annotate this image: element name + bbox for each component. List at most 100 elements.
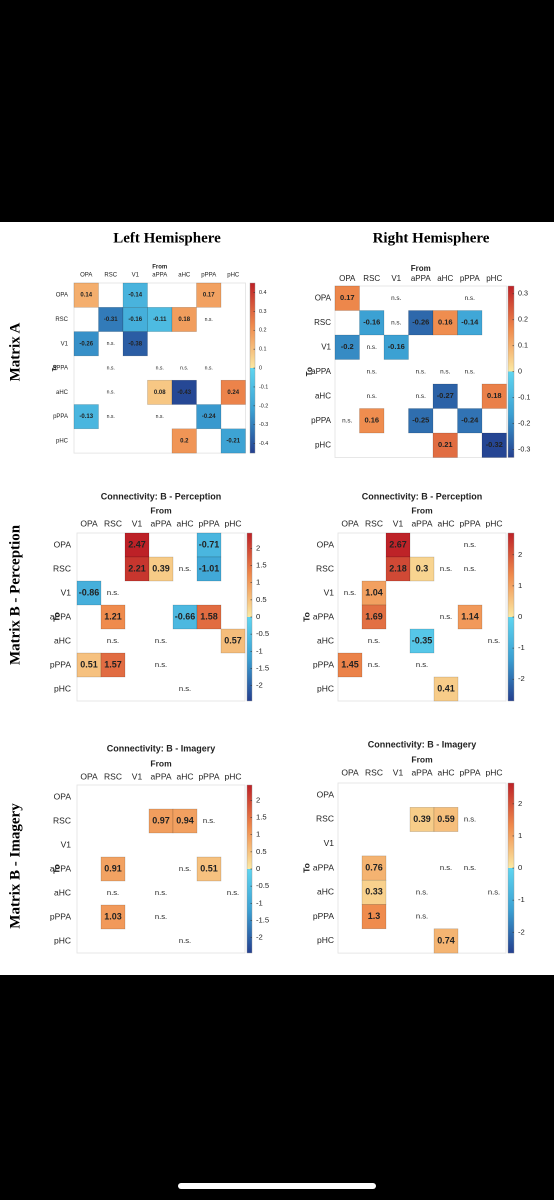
colorbar-tick-label: 2 (256, 543, 260, 552)
cell-label: 0.94 (176, 815, 194, 825)
heatmap-cell (76, 652, 102, 678)
y-axis-label: To (301, 612, 311, 622)
y-tick-label: pPPA (311, 416, 332, 425)
heatmap-cell (100, 856, 126, 882)
y-tick-label: pHC (54, 683, 71, 693)
heatmap-cell (171, 428, 197, 454)
cell-label: n.s. (391, 295, 401, 302)
x-axis-label: From (411, 505, 433, 515)
y-tick-label: V1 (61, 341, 69, 347)
cell-label: n.s. (488, 636, 500, 645)
x-tick-label: pPPA (459, 518, 480, 528)
column-title: Left Hemisphere (113, 230, 221, 246)
cell-label: 0.2 (180, 439, 189, 445)
cell-label: 0.91 (104, 863, 122, 873)
heatmap-cell (100, 652, 126, 678)
heatmap-cell (196, 532, 222, 558)
plot-frame (73, 282, 246, 454)
heatmap-cell (148, 808, 174, 834)
x-tick-label: pPPA (460, 274, 481, 283)
y-tick-label: RSC (55, 317, 68, 323)
heatmap-cell (196, 604, 222, 630)
plot-frame (76, 784, 246, 954)
x-tick-label: pPPA (459, 767, 480, 777)
colorbar-tick-label: 2 (256, 795, 260, 804)
y-axis-label: To (51, 864, 61, 874)
cell-label: n.s. (179, 564, 191, 573)
heatmap-cell (481, 432, 507, 458)
y-tick-label: aPPA (313, 611, 334, 621)
cell-label: 0.3 (416, 563, 429, 573)
cell-label: n.s. (416, 368, 426, 375)
x-tick-label: RSC (104, 273, 117, 279)
cell-label: n.s. (367, 344, 377, 351)
heatmap-cell (433, 676, 459, 702)
cell-label: -0.26 (79, 341, 93, 347)
row-title: Matrix B - Imagery (7, 803, 23, 929)
cell-label: n.s. (416, 660, 428, 669)
heatmap-cell (196, 404, 222, 430)
x-tick-label: V1 (393, 767, 404, 777)
cell-label: n.s. (180, 365, 188, 371)
heatmap-cell (220, 628, 246, 654)
cell-label: n.s. (107, 888, 119, 897)
heatmap-cell (73, 331, 99, 357)
y-tick-label: V1 (324, 587, 335, 597)
cell-label: n.s. (368, 660, 380, 669)
x-tick-label: RSC (104, 771, 122, 781)
colorbar-tick-label: -1.5 (256, 663, 269, 672)
y-tick-label: pHC (56, 439, 69, 445)
cell-label: 2.67 (389, 539, 407, 549)
x-tick-label: V1 (391, 274, 401, 283)
chart-title: Connectivity: B - Perception (101, 491, 222, 501)
cell-label: 1.14 (461, 611, 479, 621)
cell-label: 0.08 (154, 390, 166, 396)
heatmap-cell (172, 808, 198, 834)
y-tick-label: RSC (53, 563, 71, 573)
y-tick-label: aHC (317, 635, 334, 645)
colorbar-tick-label: -0.2 (259, 403, 268, 409)
y-tick-label: pPPA (313, 659, 334, 669)
y-tick-label: pPPA (50, 911, 71, 921)
cell-label: n.s. (416, 912, 428, 921)
x-tick-label: RSC (365, 767, 383, 777)
cell-label: 0.74 (437, 935, 455, 945)
cell-label: 2.21 (128, 563, 146, 573)
cell-label: -0.24 (202, 414, 216, 420)
x-tick-label: aPPA (411, 518, 432, 528)
cell-label: 0.39 (413, 814, 431, 824)
cell-label: 0.33 (365, 887, 383, 897)
cell-label: n.s. (440, 368, 450, 375)
colorbar-tick-label: 1 (518, 581, 522, 590)
colorbar-tick-label: 2 (518, 799, 522, 808)
cell-label: 0.97 (152, 815, 170, 825)
cell-label: 2.18 (389, 563, 407, 573)
colorbar-tick-label: 2 (518, 550, 522, 559)
colorbar-tick-label: 1 (256, 830, 260, 839)
row-title: Matrix A (7, 322, 23, 381)
x-tick-label: pHC (224, 771, 241, 781)
colorbar-tick-label: 0.3 (259, 309, 267, 315)
cell-label: 0.17 (340, 293, 355, 302)
heatmap-cell (432, 432, 458, 458)
x-tick-label: aPPA (411, 274, 432, 283)
cell-label: n.s. (155, 912, 167, 921)
cell-label: -0.11 (153, 317, 167, 323)
cell-label: n.s. (368, 636, 380, 645)
chart-title: Connectivity: B - Imagery (368, 739, 477, 749)
heatmap-cell (196, 556, 222, 582)
plot-frame (76, 532, 246, 702)
cell-label: n.s. (205, 365, 213, 371)
x-tick-label: aPPA (411, 767, 432, 777)
x-tick-label: V1 (132, 518, 143, 528)
y-tick-label: aHC (54, 635, 71, 645)
x-axis-label: From (150, 505, 172, 515)
colorbar-tick-label: -0.1 (518, 393, 530, 402)
colorbar-tick-label: -2 (518, 927, 525, 936)
cell-label: 1.03 (104, 911, 122, 921)
x-tick-label: pHC (227, 273, 240, 279)
x-axis-label: From (152, 265, 167, 271)
heatmap-cell (433, 807, 459, 832)
x-tick-label: aHC (437, 767, 454, 777)
heatmap-cell (334, 334, 360, 360)
